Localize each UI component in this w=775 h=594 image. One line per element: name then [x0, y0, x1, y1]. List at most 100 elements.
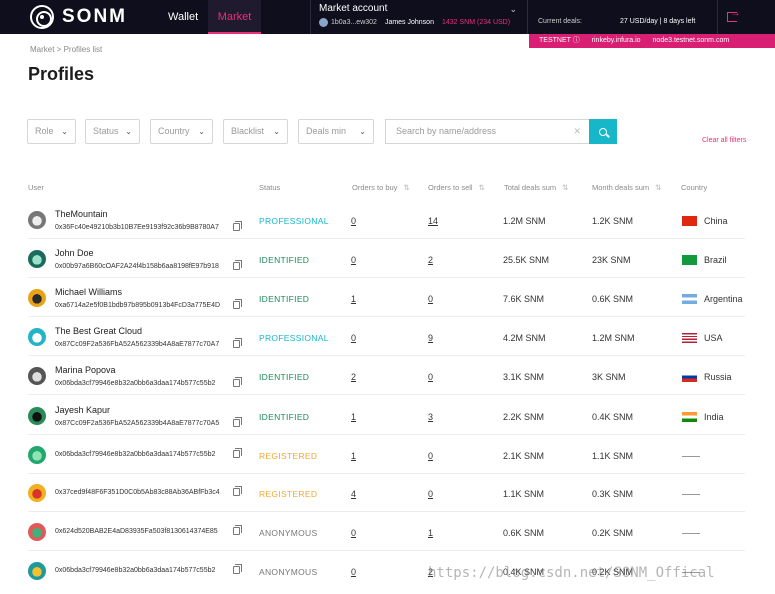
- orders-to-sell[interactable]: 9: [428, 333, 434, 343]
- blacklist-filter[interactable]: Blacklist ⌄: [223, 119, 288, 144]
- country-name: USA: [704, 333, 723, 343]
- clear-all-filters-link[interactable]: Clear all filters: [702, 137, 747, 144]
- orders-to-buy[interactable]: 0: [351, 255, 357, 265]
- country-name: Argentina: [704, 294, 743, 304]
- copy-icon[interactable]: [233, 338, 242, 348]
- user-name[interactable]: John Doe: [55, 248, 94, 258]
- sort-icon[interactable]: ⇅: [478, 183, 485, 192]
- nav-wallet[interactable]: Wallet: [168, 11, 199, 23]
- copy-icon[interactable]: [233, 448, 242, 458]
- total-deals-sum: 0.6K SNM: [503, 528, 545, 538]
- total-deals-sum: 7.6K SNM: [503, 294, 545, 304]
- column-total-deals[interactable]: Total deals sum ⇅: [504, 183, 568, 192]
- orders-to-sell[interactable]: 3: [428, 412, 434, 422]
- country-filter[interactable]: Country ⌄: [150, 119, 213, 144]
- table-row[interactable]: The Best Great Cloud 0x87Cc09F2a536FbA52A…: [0, 318, 775, 357]
- avatar: [28, 367, 46, 385]
- table-row[interactable]: Marina Popova 0x06bda3cf79946e8b32a0bb6a3…: [0, 357, 775, 396]
- testnet-host-infura: rinkeby.infura.io: [591, 37, 641, 44]
- month-deals-sum: 1.2K SNM: [592, 216, 634, 226]
- sonm-logo-icon: [30, 5, 54, 29]
- user-address: 0x06bda3cf79946e8b32a0bb6a3daa174b577c55…: [55, 451, 216, 458]
- orders-to-buy[interactable]: 1: [351, 451, 357, 461]
- logout-button[interactable]: [717, 0, 745, 34]
- orders-to-sell[interactable]: 0: [428, 451, 434, 461]
- table-row[interactable]: Michael Williams 0xa6714a2e5f0B1bdb97b895…: [0, 279, 775, 318]
- account-name: James Johnson: [384, 19, 434, 26]
- orders-to-sell[interactable]: 0: [428, 489, 434, 499]
- chevron-down-icon: ⌄: [61, 127, 68, 136]
- chevron-down-icon: ⌄: [125, 127, 132, 136]
- orders-to-sell[interactable]: 14: [428, 216, 439, 226]
- table-row[interactable]: TheMountain 0x36Fc40e49210b3b10B7Ee9193f9…: [0, 201, 775, 240]
- role-filter-label: Role: [35, 126, 54, 136]
- account-balance: 1432 SNM (234 USD): [441, 19, 511, 26]
- orders-to-sell[interactable]: 1: [428, 528, 434, 538]
- orders-to-buy[interactable]: 1: [351, 412, 357, 422]
- orders-to-buy[interactable]: 2: [351, 372, 357, 382]
- table-row[interactable]: John Doe 0x00b97a6B60cOAF2A24f4b158b6aa81…: [0, 240, 775, 279]
- copy-icon[interactable]: [233, 564, 242, 574]
- column-country: Country: [681, 183, 708, 192]
- orders-to-sell[interactable]: 0: [428, 372, 434, 382]
- table-row[interactable]: 0x624d520BAB2E4aD83935Fa503f8130614374E8…: [0, 513, 775, 552]
- user-name[interactable]: TheMountain: [55, 209, 108, 219]
- row-divider: [28, 316, 745, 317]
- copy-icon[interactable]: [233, 486, 242, 496]
- user-name[interactable]: Jayesh Kapur: [55, 405, 111, 415]
- search-button[interactable]: [589, 119, 617, 144]
- copy-icon[interactable]: [233, 260, 242, 270]
- chevron-down-icon: ⌄: [198, 127, 205, 136]
- breadcrumb[interactable]: Market > Profiles list: [30, 45, 103, 54]
- clear-search-icon[interactable]: ✕: [573, 126, 581, 136]
- avatar: [28, 250, 46, 268]
- market-account-selector[interactable]: Market account ⌄ 1b0a3...ew302 James Joh…: [310, 0, 528, 34]
- sort-icon[interactable]: ⇅: [403, 183, 410, 192]
- status-badge: IDENTIFIED: [259, 255, 310, 265]
- user-name[interactable]: Michael Williams: [55, 287, 123, 297]
- orders-to-buy[interactable]: 0: [351, 333, 357, 343]
- copy-icon[interactable]: [233, 417, 242, 427]
- month-deals-sum: 1.2M SNM: [592, 333, 635, 343]
- orders-to-buy[interactable]: 4: [351, 489, 357, 499]
- sort-icon[interactable]: ⇅: [562, 183, 569, 192]
- role-filter[interactable]: Role ⌄: [27, 119, 76, 144]
- table-row[interactable]: 0x37ced9f48F6F351D0C0b5Ab83c88Ab36ABfFb3…: [0, 474, 775, 513]
- table-row[interactable]: 0x06bda3cf79946e8b32a0bb6a3daa174b577c55…: [0, 436, 775, 475]
- deals-min-filter[interactable]: Deals min ⌄: [298, 119, 374, 144]
- country-name: Brazil: [704, 255, 727, 265]
- table-row[interactable]: 0x06bda3cf79946e8b32a0bb6a3daa174b577c55…: [0, 552, 775, 591]
- orders-to-buy[interactable]: 0: [351, 528, 357, 538]
- orders-to-buy[interactable]: 0: [351, 216, 357, 226]
- orders-to-sell[interactable]: 2: [428, 567, 434, 577]
- chevron-down-icon: ⌄: [509, 4, 517, 14]
- avatar: [28, 211, 46, 229]
- column-month-deals[interactable]: Month deals sum ⇅: [592, 183, 661, 192]
- orders-to-buy[interactable]: 1: [351, 294, 357, 304]
- copy-icon[interactable]: [233, 377, 242, 387]
- column-orders-sell[interactable]: Orders to sell ⇅: [428, 183, 485, 192]
- user-address: 0x87Cc09F2a536FbA52A562339b4A8aE7877c70A…: [55, 341, 220, 348]
- copy-icon[interactable]: [233, 299, 242, 309]
- top-navigation-bar: SONM Wallet Market Market account ⌄ 1b0a…: [0, 0, 775, 34]
- total-deals-sum: 4.2M SNM: [503, 333, 546, 343]
- copy-icon[interactable]: [233, 221, 242, 231]
- column-orders-buy[interactable]: Orders to buy ⇅: [352, 183, 410, 192]
- status-filter[interactable]: Status ⌄: [85, 119, 140, 144]
- user-name[interactable]: The Best Great Cloud: [55, 326, 143, 336]
- total-deals-sum: 3.1K SNM: [503, 372, 545, 382]
- search-input[interactable]: Search by name/address ✕: [385, 119, 589, 144]
- copy-icon[interactable]: [233, 525, 242, 535]
- user-name[interactable]: Marina Popova: [55, 365, 116, 375]
- orders-to-sell[interactable]: 2: [428, 255, 434, 265]
- month-deals-sum: 0.2K SNM: [592, 528, 634, 538]
- orders-to-sell[interactable]: 0: [428, 294, 434, 304]
- sonm-logo[interactable]: SONM: [30, 5, 127, 29]
- table-row[interactable]: Jayesh Kapur 0x87Cc09F2a536FbA52A562339b4…: [0, 397, 775, 436]
- country-name: China: [704, 216, 728, 226]
- nav-market[interactable]: Market: [208, 0, 261, 34]
- total-deals-sum: 2.2K SNM: [503, 412, 545, 422]
- user-address: 0x06bda3cf79946e8b32a0bb6a3daa174b577c55…: [55, 380, 216, 387]
- sort-icon[interactable]: ⇅: [655, 183, 662, 192]
- orders-to-buy[interactable]: 0: [351, 567, 357, 577]
